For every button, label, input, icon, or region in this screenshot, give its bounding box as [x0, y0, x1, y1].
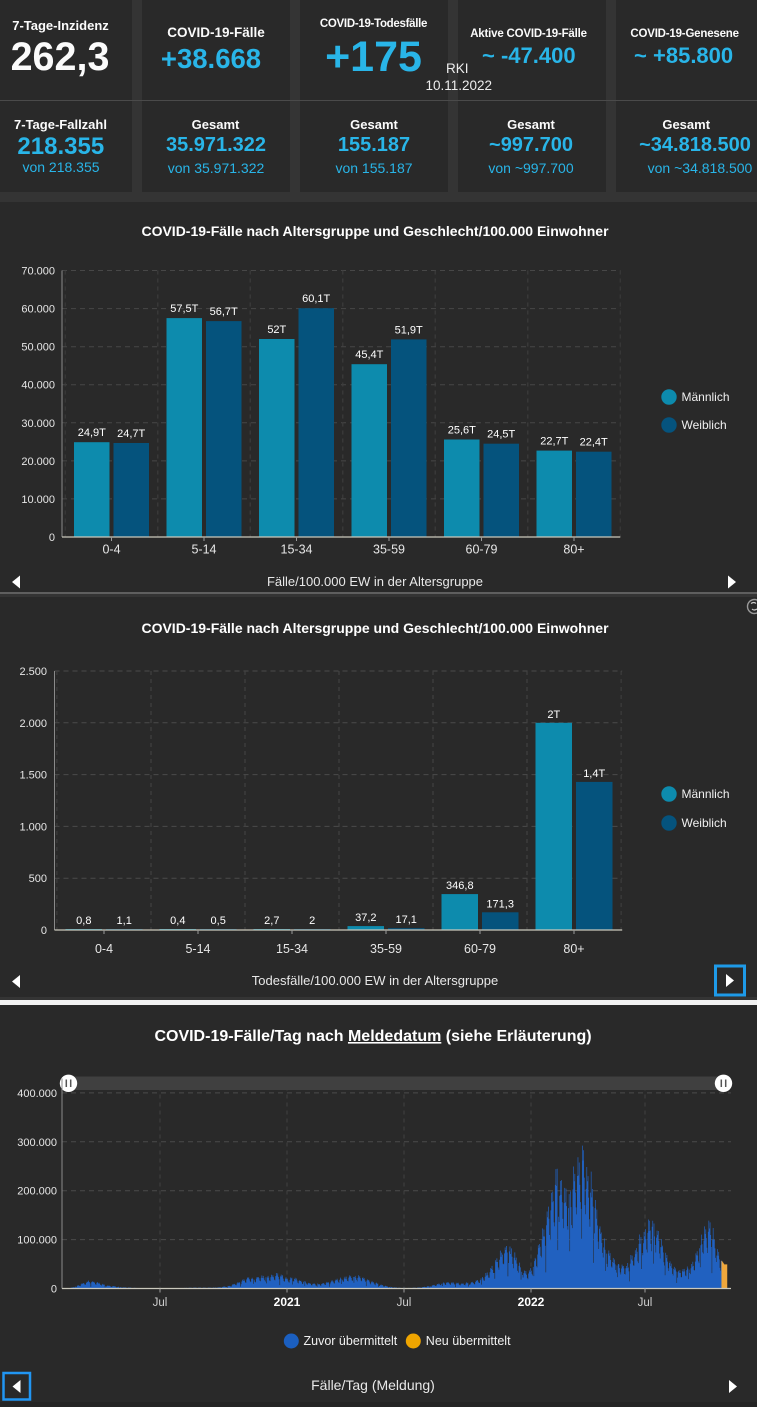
svg-text:300.000: 300.000	[17, 1137, 57, 1149]
svg-text:Jul: Jul	[153, 1297, 168, 1309]
svg-text:Männlich: Männlich	[682, 787, 730, 801]
svg-text:35-59: 35-59	[370, 942, 402, 956]
svg-text:0: 0	[49, 532, 55, 544]
svg-text:40.000: 40.000	[21, 380, 55, 392]
svg-text:2T: 2T	[547, 709, 560, 721]
svg-text:60-79: 60-79	[466, 543, 498, 557]
svg-text:37,2: 37,2	[355, 912, 376, 924]
svg-text:1.500: 1.500	[19, 770, 47, 782]
svg-text:24,5T: 24,5T	[487, 429, 515, 441]
svg-text:2,7: 2,7	[264, 915, 279, 927]
svg-text:COVID-19-Fälle nach Altersgrup: COVID-19-Fälle nach Altersgruppe und Ges…	[141, 223, 609, 239]
svg-text:15-34: 15-34	[281, 543, 313, 557]
svg-text:0,4: 0,4	[170, 915, 185, 927]
svg-text:346,8: 346,8	[446, 880, 474, 892]
svg-text:100.000: 100.000	[17, 1235, 57, 1247]
svg-text:60-79: 60-79	[464, 942, 496, 956]
svg-text:22,7T: 22,7T	[540, 436, 568, 448]
svg-text:Jul: Jul	[638, 1297, 653, 1309]
svg-text:30.000: 30.000	[21, 418, 55, 430]
svg-text:171,3: 171,3	[486, 898, 514, 910]
svg-text:0,8: 0,8	[76, 915, 91, 927]
svg-text:Zuvor übermittelt: Zuvor übermittelt	[304, 1334, 398, 1348]
svg-text:17,1: 17,1	[395, 914, 416, 926]
svg-text:200.000: 200.000	[17, 1186, 57, 1198]
svg-text:24,7T: 24,7T	[117, 428, 145, 440]
svg-text:25,6T: 25,6T	[448, 425, 476, 437]
svg-text:1,1: 1,1	[117, 915, 132, 927]
svg-text:0-4: 0-4	[102, 543, 120, 557]
svg-text:Weiblich: Weiblich	[682, 418, 727, 432]
svg-text:Neu übermittelt: Neu übermittelt	[426, 1334, 511, 1348]
svg-text:56,7T: 56,7T	[210, 306, 238, 318]
svg-text:2021: 2021	[274, 1295, 301, 1309]
svg-text:Weiblich: Weiblich	[682, 816, 727, 830]
svg-text:51,9T: 51,9T	[395, 324, 423, 336]
svg-text:52T: 52T	[267, 324, 286, 336]
svg-text:Fälle/100.000 EW in der Alters: Fälle/100.000 EW in der Altersgruppe	[267, 574, 483, 589]
svg-text:24,9T: 24,9T	[78, 427, 106, 439]
svg-text:80+: 80+	[563, 942, 584, 956]
svg-text:5-14: 5-14	[185, 942, 210, 956]
svg-text:20.000: 20.000	[21, 456, 55, 468]
svg-text:60,1T: 60,1T	[302, 293, 330, 305]
svg-text:400.000: 400.000	[17, 1088, 57, 1100]
svg-text:45,4T: 45,4T	[355, 349, 383, 361]
svg-text:0: 0	[51, 1284, 57, 1296]
svg-text:80+: 80+	[563, 543, 584, 557]
svg-text:COVID-19-Fälle nach Altersgrup: COVID-19-Fälle nach Altersgruppe und Ges…	[141, 620, 609, 636]
svg-text:0,5: 0,5	[211, 915, 226, 927]
svg-text:1,4T: 1,4T	[583, 768, 605, 780]
svg-text:1.000: 1.000	[19, 821, 47, 833]
svg-text:0-4: 0-4	[95, 942, 113, 956]
svg-text:35-59: 35-59	[373, 543, 405, 557]
svg-text:22,4T: 22,4T	[580, 437, 608, 449]
svg-text:10.000: 10.000	[21, 494, 55, 506]
svg-text:2: 2	[309, 915, 315, 927]
svg-text:50.000: 50.000	[21, 342, 55, 354]
svg-text:0: 0	[41, 925, 47, 937]
svg-text:5-14: 5-14	[191, 543, 216, 557]
svg-text:57,5T: 57,5T	[170, 303, 198, 315]
svg-text:COVID-19-Fälle/Tag nach Melded: COVID-19-Fälle/Tag nach Meldedatum (sieh…	[154, 1028, 591, 1045]
svg-text:15-34: 15-34	[276, 942, 308, 956]
svg-text:Jul: Jul	[397, 1297, 412, 1309]
svg-text:Männlich: Männlich	[682, 390, 730, 404]
svg-text:70.000: 70.000	[21, 266, 55, 278]
svg-text:60.000: 60.000	[21, 304, 55, 316]
svg-text:2022: 2022	[518, 1295, 545, 1309]
svg-text:Fälle/Tag (Meldung): Fälle/Tag (Meldung)	[311, 1377, 435, 1393]
svg-text:500: 500	[29, 873, 47, 885]
svg-text:Todesfälle/100.000 EW in der A: Todesfälle/100.000 EW in der Altersgrupp…	[252, 973, 498, 988]
svg-text:2.500: 2.500	[19, 666, 47, 678]
svg-text:2.000: 2.000	[19, 718, 47, 730]
